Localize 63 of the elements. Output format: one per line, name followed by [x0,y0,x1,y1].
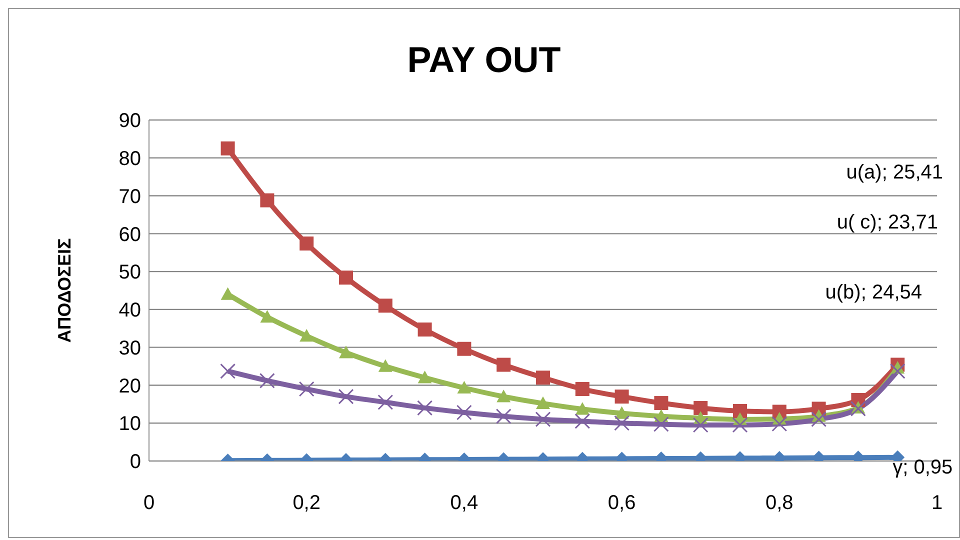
point [339,270,353,285]
point [733,404,747,418]
point [654,396,668,410]
point [692,417,708,433]
point [339,346,353,358]
y-tick-label: 40 [118,300,141,322]
y-tick-label: 20 [118,375,141,398]
point [536,370,550,385]
point [418,370,432,384]
point [614,406,629,419]
point [614,415,630,431]
point [378,394,394,410]
y-tick-label: 60 [118,224,141,246]
annotation: γ; 0,95 [892,456,953,479]
point [535,412,551,428]
point [417,400,433,416]
point [772,416,788,432]
chart-title: PAY OUT [406,39,562,81]
point [220,141,235,156]
point [260,310,274,323]
x-tick-label: 1 [931,492,943,514]
point [457,380,472,394]
point [614,390,629,404]
annotation: u( c); 23,71 [836,211,938,234]
x-tick-label: 0,2 [292,492,321,514]
y-tick-label: 10 [118,413,141,436]
y-tick-label: 70 [118,186,141,208]
point [574,413,590,429]
point [496,390,511,402]
point [811,412,827,428]
point [890,363,906,379]
point [496,408,512,424]
point [456,404,472,420]
annotation: u(b); 24,54 [825,281,922,304]
point [575,402,590,415]
point [653,416,669,432]
point [338,388,354,404]
y-tick-label: 50 [118,262,141,284]
y-axis-title: ΑΠΟΔΟΣΕΙΣ [54,238,74,343]
point [298,381,314,397]
point [457,342,472,356]
point [259,372,275,388]
point [300,328,314,342]
y-tick-label: 0 [130,451,141,474]
point [575,382,590,396]
point [300,236,314,251]
point [732,417,748,433]
annotation: u(a); 25,41 [846,161,943,184]
point [496,358,511,372]
point [378,359,392,372]
x-tick-label: 0,6 [608,492,636,514]
point [536,396,550,410]
point [378,298,392,313]
point [220,363,236,379]
y-tick-label: 90 [118,110,141,132]
x-tick-label: 0 [143,492,155,514]
x-tick-label: 0,4 [450,492,478,514]
point [694,400,708,415]
x-tick-label: 0,8 [765,492,794,514]
point [418,322,432,337]
y-tick-label: 80 [118,148,141,170]
point [260,193,274,208]
y-tick-label: 30 [118,337,141,360]
